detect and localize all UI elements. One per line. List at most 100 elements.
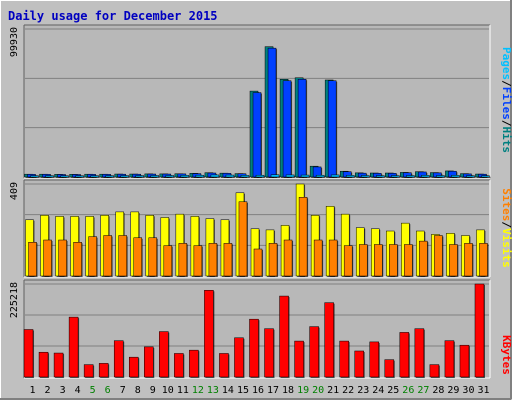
x-tick-label-day-22: 22 — [342, 385, 354, 396]
bar-sites-day-21 — [328, 239, 338, 277]
bar-pages-day-27 — [421, 175, 430, 178]
bar-kbytes-day-2 — [38, 351, 49, 378]
x-tick-label-day-8: 8 — [135, 385, 141, 396]
bar-kbytes-day-9 — [144, 346, 154, 378]
x-tick-label-day-16: 16 — [252, 385, 264, 396]
bar-pages-day-8 — [135, 175, 144, 178]
bar-pages-day-12 — [195, 174, 205, 178]
bar-shadow-pages — [91, 176, 100, 178]
bar-kbytes-day-12 — [189, 349, 199, 378]
bar-pages-day-30 — [466, 175, 475, 178]
x-tick-label-day-14: 14 — [222, 385, 234, 396]
x-tick-label-day-4: 4 — [75, 385, 81, 396]
bar-sites-day-16 — [253, 248, 263, 277]
x-tick-label-day-3: 3 — [60, 385, 66, 396]
bar-sites-day-30 — [464, 243, 473, 277]
bar-files-day-18 — [282, 80, 292, 178]
y-axis-max-label: 409 — [9, 182, 20, 200]
bar-kbytes-day-13 — [204, 290, 214, 378]
bar-pages-day-22 — [345, 175, 355, 178]
x-tick-label-day-31: 31 — [477, 385, 489, 396]
bar-kbytes-day-14 — [219, 353, 229, 378]
bar-shadow-pages — [362, 176, 371, 178]
x-tick-label-day-18: 18 — [282, 385, 294, 396]
x-tick-label-day-7: 7 — [120, 385, 126, 396]
legend-item: Visits — [500, 228, 512, 268]
bar-pages-day-21 — [330, 174, 340, 178]
bar-sites-day-7 — [118, 235, 127, 277]
x-tick-label-day-9: 9 — [150, 385, 156, 396]
bar-kbytes-day-24 — [369, 341, 380, 378]
bar-kbytes-day-30 — [459, 344, 470, 378]
x-tick-label-day-20: 20 — [312, 385, 324, 396]
bar-kbytes-day-18 — [279, 295, 289, 378]
x-tick-label-day-23: 23 — [357, 385, 369, 396]
bar-pages-day-20 — [315, 174, 325, 178]
bar-sites-day-15 — [238, 201, 248, 277]
bar-kbytes-day-28 — [429, 364, 440, 378]
bar-sites-day-22 — [343, 245, 353, 277]
bar-pages-day-1 — [30, 175, 39, 178]
legend-item: / — [500, 221, 512, 228]
bar-kbytes-day-29 — [444, 340, 455, 378]
bar-pages-day-6 — [105, 175, 114, 178]
bar-kbytes-day-4 — [68, 316, 79, 378]
bar-files-day-19 — [297, 79, 307, 178]
x-tick-label-day-28: 28 — [432, 385, 444, 396]
bar-pages-day-2 — [45, 175, 54, 178]
bar-shadow-pages — [467, 176, 476, 178]
bar-sites-day-26 — [404, 244, 413, 277]
x-tick-label-day-21: 21 — [327, 385, 339, 396]
bar-kbytes-day-26 — [399, 332, 410, 378]
x-tick-label-day-17: 17 — [267, 385, 279, 396]
x-tick-label-day-10: 10 — [162, 385, 174, 396]
bar-pages-day-10 — [165, 175, 175, 178]
bar-shadow-pages — [392, 176, 401, 178]
bar-kbytes-day-22 — [339, 340, 349, 378]
bar-shadow-pages — [61, 176, 70, 178]
bar-files-day-21 — [327, 80, 337, 178]
bar-sites-day-19 — [298, 197, 308, 277]
chart-title: Daily usage for December 2015 — [8, 9, 218, 23]
bar-sites-day-11 — [178, 243, 188, 277]
bar-sites-day-14 — [223, 243, 233, 277]
bar-pages-day-13 — [210, 174, 220, 178]
bar-kbytes-day-10 — [159, 331, 169, 378]
bar-shadow-pages — [46, 176, 55, 178]
bar-pages-day-11 — [180, 175, 190, 178]
x-tick-label-day-19: 19 — [297, 385, 309, 396]
bar-shadow-pages — [407, 176, 416, 178]
bar-kbytes-day-8 — [128, 356, 139, 378]
bar-files-day-17 — [267, 47, 277, 178]
bar-sites-day-1 — [28, 242, 37, 277]
bar-shadow-pages — [151, 176, 160, 178]
x-tick-label-day-24: 24 — [372, 385, 384, 396]
bar-sites-day-20 — [313, 239, 323, 277]
y-axis-max-label: 225218 — [9, 282, 20, 318]
bar-pages-day-17 — [270, 174, 280, 178]
bar-pages-day-25 — [391, 175, 400, 178]
bar-pages-day-18 — [285, 174, 295, 178]
bar-kbytes-day-5 — [83, 364, 94, 378]
bar-kbytes-day-17 — [264, 328, 274, 378]
bar-shadow-pages — [76, 176, 85, 178]
bar-pages-day-7 — [120, 175, 129, 178]
bar-pages-day-16 — [255, 174, 265, 178]
bar-pages-day-29 — [451, 175, 460, 178]
bar-pages-day-5 — [90, 175, 99, 178]
bar-sites-day-10 — [163, 245, 173, 277]
x-tick-label-day-6: 6 — [105, 385, 111, 396]
x-tick-label-day-30: 30 — [462, 385, 474, 396]
bar-sites-day-12 — [193, 245, 203, 277]
bar-kbytes-day-16 — [249, 318, 259, 378]
x-tick-label-day-5: 5 — [90, 385, 96, 396]
bar-sites-day-23 — [358, 244, 368, 277]
x-tick-label-day-29: 29 — [447, 385, 459, 396]
bar-pages-day-4 — [75, 175, 84, 178]
legend-panel-2: Sites/Visits — [500, 188, 512, 268]
bar-kbytes-day-3 — [53, 352, 64, 378]
x-tick-label-day-15: 15 — [237, 385, 249, 396]
x-tick-label-day-27: 27 — [417, 385, 429, 396]
bar-pages-day-26 — [406, 175, 415, 178]
